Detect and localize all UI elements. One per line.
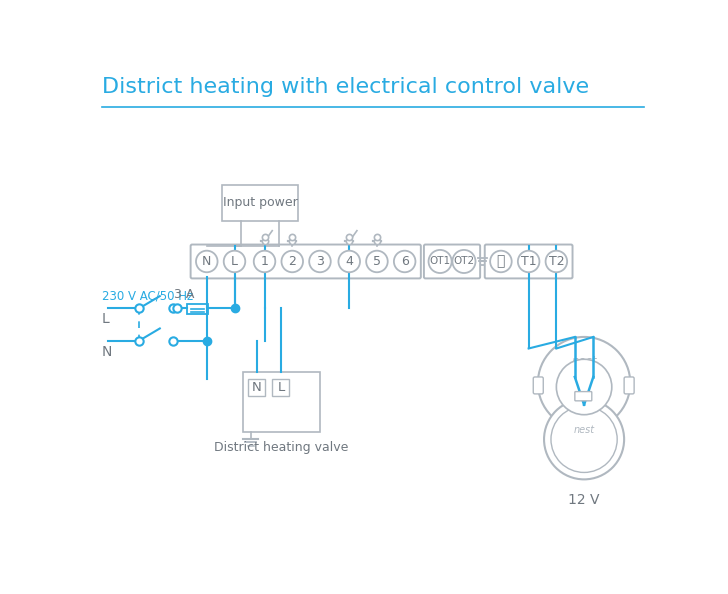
Text: L: L [278,381,285,394]
Text: 12 V: 12 V [569,493,600,507]
Text: 2: 2 [288,255,296,268]
Circle shape [538,337,630,429]
Text: 1: 1 [261,255,269,268]
Circle shape [556,359,612,415]
Circle shape [545,251,567,272]
Text: 3: 3 [316,255,324,268]
Text: 3 A: 3 A [175,288,195,301]
Text: nest: nest [571,355,597,368]
Circle shape [452,250,475,273]
Circle shape [518,251,539,272]
Text: Input power: Input power [223,197,297,210]
FancyBboxPatch shape [187,304,208,314]
Circle shape [282,251,303,272]
Circle shape [551,406,617,472]
Circle shape [223,251,245,272]
Text: District heating valve: District heating valve [214,441,349,454]
Text: 6: 6 [400,255,408,268]
FancyBboxPatch shape [243,372,320,432]
Text: T2: T2 [548,255,564,268]
Circle shape [339,251,360,272]
FancyBboxPatch shape [272,380,289,396]
Text: T1: T1 [521,255,537,268]
Circle shape [429,250,451,273]
FancyBboxPatch shape [248,380,264,396]
Text: N: N [102,345,112,359]
Circle shape [309,251,331,272]
Text: OT2: OT2 [454,257,475,267]
FancyBboxPatch shape [575,391,592,401]
Text: N: N [252,381,261,394]
Text: N: N [202,255,211,268]
FancyBboxPatch shape [424,245,480,279]
Circle shape [366,251,388,272]
FancyBboxPatch shape [222,185,298,220]
Text: nest: nest [574,425,595,435]
Circle shape [490,251,512,272]
Circle shape [544,399,624,479]
Text: ⏚: ⏚ [496,254,505,268]
Circle shape [394,251,416,272]
Text: L: L [102,312,110,326]
Circle shape [196,251,218,272]
FancyBboxPatch shape [533,377,543,394]
Text: L: L [231,255,238,268]
FancyBboxPatch shape [485,245,572,279]
Text: 4: 4 [345,255,353,268]
Circle shape [254,251,275,272]
FancyBboxPatch shape [191,245,421,279]
Text: District heating with electrical control valve: District heating with electrical control… [102,77,589,97]
Text: OT1: OT1 [430,257,451,267]
FancyBboxPatch shape [624,377,634,394]
Text: 5: 5 [373,255,381,268]
Text: 230 V AC/50 Hz: 230 V AC/50 Hz [102,290,194,302]
